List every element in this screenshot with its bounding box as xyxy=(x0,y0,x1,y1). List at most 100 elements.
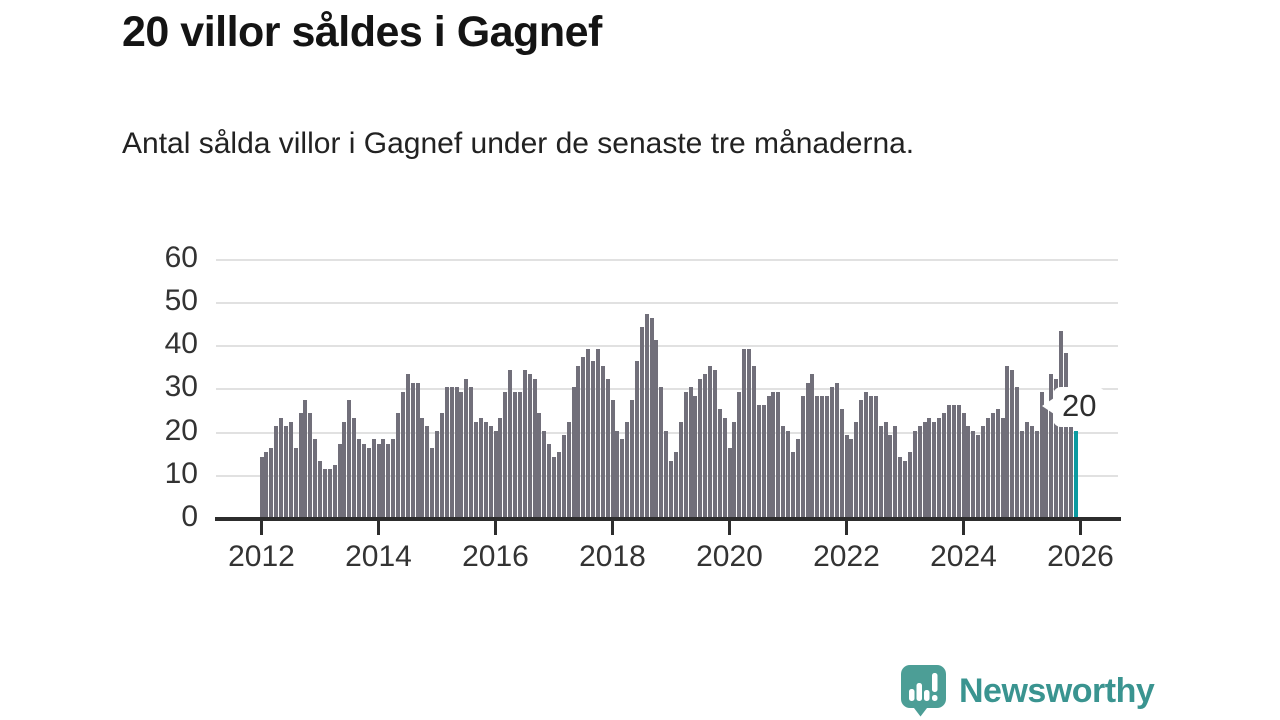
bar xyxy=(293,447,298,517)
x-axis-label-2024: 2024 xyxy=(930,540,997,573)
bar xyxy=(376,443,381,517)
y-axis-label-60: 60 xyxy=(164,240,198,274)
bar xyxy=(805,383,810,517)
bar xyxy=(878,426,883,517)
y-axis-label-20: 20 xyxy=(164,413,198,447)
bar xyxy=(669,460,674,517)
bar xyxy=(327,469,332,517)
bar xyxy=(298,413,303,517)
bar xyxy=(893,426,898,517)
bar xyxy=(868,396,873,517)
bar xyxy=(439,413,444,517)
x-axis-line xyxy=(215,517,1121,521)
bar xyxy=(386,443,391,517)
bar xyxy=(995,409,1000,517)
bar xyxy=(776,391,781,517)
bar xyxy=(469,387,474,517)
bar xyxy=(781,426,786,517)
bar xyxy=(478,417,483,517)
bar xyxy=(454,387,459,517)
chart-subtitle: Antal sålda villor i Gagnef under de sen… xyxy=(122,127,915,160)
bar xyxy=(464,378,469,517)
bar xyxy=(703,374,708,517)
bar xyxy=(932,421,937,517)
bar xyxy=(264,452,269,517)
bar xyxy=(1054,378,1059,517)
bar xyxy=(634,361,639,517)
bar xyxy=(532,378,537,517)
bar xyxy=(766,396,771,517)
bar xyxy=(371,439,376,517)
x-axis-label-2018: 2018 xyxy=(579,540,646,573)
bar xyxy=(742,348,747,517)
bar xyxy=(1020,430,1025,517)
bar xyxy=(927,417,932,517)
page-title: 20 villor såldes i Gagnef xyxy=(122,8,602,56)
bar xyxy=(771,391,776,517)
gridline-60 xyxy=(216,258,1118,261)
bar xyxy=(747,348,752,517)
bar xyxy=(922,421,927,517)
bar xyxy=(308,413,313,517)
newsworthy-brand: Newsworthy xyxy=(900,664,1155,717)
bar xyxy=(751,365,756,517)
bar xyxy=(727,447,732,517)
x-axis-label-2020: 2020 xyxy=(696,540,763,573)
gridline-40 xyxy=(216,345,1118,348)
bar xyxy=(649,318,654,517)
bar xyxy=(849,439,854,517)
bar xyxy=(449,387,454,517)
bar xyxy=(576,365,581,517)
x-tick-2016 xyxy=(494,521,497,535)
bar xyxy=(951,404,956,517)
value-callout: 20 xyxy=(1041,387,1106,427)
bar xyxy=(415,383,420,517)
bar xyxy=(1005,365,1010,517)
bar xyxy=(761,404,766,517)
bar xyxy=(971,430,976,517)
bar xyxy=(961,413,966,517)
bar xyxy=(332,465,337,517)
bar xyxy=(839,409,844,517)
bar xyxy=(527,374,532,517)
bar xyxy=(1034,430,1039,517)
bar xyxy=(883,421,888,517)
bar xyxy=(990,413,995,517)
bar xyxy=(474,421,479,517)
bar xyxy=(639,326,644,517)
bar xyxy=(654,339,659,517)
bar xyxy=(815,396,820,517)
bar xyxy=(829,387,834,517)
bar xyxy=(917,426,922,517)
bar xyxy=(366,447,371,517)
gridline-50 xyxy=(216,302,1118,304)
bar xyxy=(888,434,893,517)
y-axis-label-50: 50 xyxy=(164,284,198,317)
bar xyxy=(1000,417,1005,517)
bar xyxy=(405,374,410,517)
bar xyxy=(283,426,288,517)
bar xyxy=(279,417,284,517)
newsworthy-logo-icon xyxy=(901,665,946,717)
bar xyxy=(907,452,912,517)
bar xyxy=(981,426,986,517)
y-axis-label-40: 40 xyxy=(164,327,198,361)
bar xyxy=(644,313,649,517)
bar xyxy=(1039,391,1044,517)
bar xyxy=(288,421,293,517)
y-axis-label-0: 0 xyxy=(181,500,198,533)
bar xyxy=(513,391,518,517)
bar xyxy=(620,439,625,517)
x-axis-label-2026: 2026 xyxy=(1047,540,1114,573)
x-tick-2014 xyxy=(377,521,380,535)
x-axis-label-2022: 2022 xyxy=(813,540,880,573)
brand-name: Newsworthy xyxy=(959,672,1155,710)
bar xyxy=(810,374,815,517)
bar xyxy=(844,434,849,517)
y-axis-label-10: 10 xyxy=(164,456,198,490)
bar xyxy=(1010,370,1015,517)
bar xyxy=(318,460,323,517)
bar xyxy=(561,434,566,517)
bar xyxy=(517,391,522,517)
bar xyxy=(825,396,830,517)
